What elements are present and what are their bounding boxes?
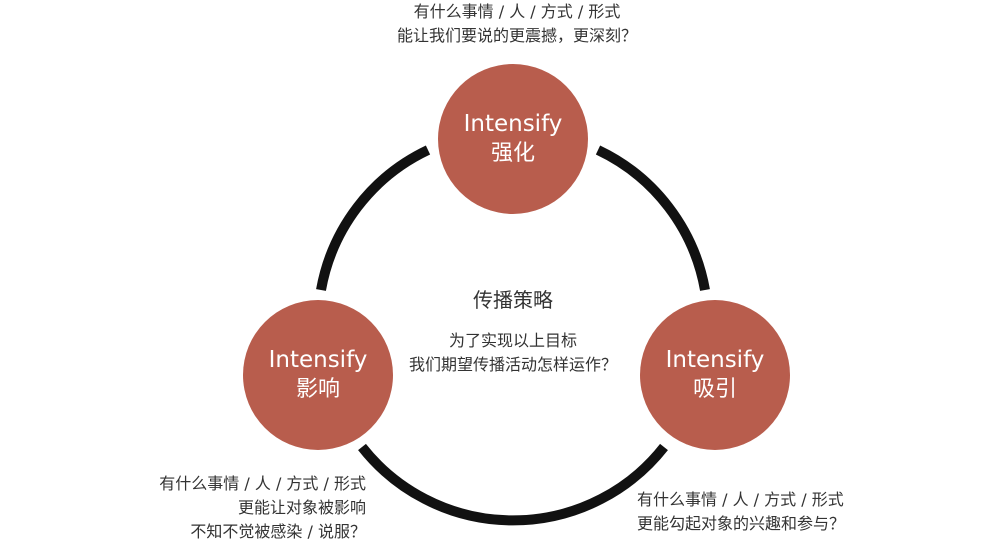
caption-top: 有什么事情 / 人 / 方式 / 形式 能让我们要说的更震撼，更深刻？ — [374, 0, 660, 48]
node-label-zh: 影响 — [295, 377, 340, 402]
node-label-zh: 吸引 — [692, 377, 737, 402]
center-description: 为了实现以上目标 我们期望传播活动怎样运作？ — [373, 329, 653, 377]
node-label-en: Intensify — [463, 111, 563, 137]
node-label-en: Intensify — [665, 347, 765, 373]
caption-line: 能让我们要说的更震撼，更深刻？ — [396, 26, 637, 45]
center-title: 传播策略 — [473, 288, 553, 312]
node-right: Intensify 吸引 — [640, 300, 790, 450]
caption-line: 有什么事情 / 人 / 方式 / 形式 — [637, 490, 844, 509]
caption-line: 有什么事情 / 人 / 方式 / 形式 — [413, 2, 621, 21]
caption-line: 更能让对象被影响 — [237, 498, 366, 517]
arc-top-right — [595, 145, 710, 291]
center-line: 为了实现以上目标 — [448, 331, 577, 350]
node-left: Intensify 影响 — [243, 300, 393, 450]
node-top: Intensify 强化 — [438, 64, 588, 214]
arc-top-left — [316, 145, 431, 291]
arc-bottom — [358, 443, 668, 526]
caption-right: 有什么事情 / 人 / 方式 / 形式 更能勾起对象的兴趣和参与？ — [637, 488, 845, 536]
node-label-en: Intensify — [268, 347, 368, 373]
node-label-zh: 强化 — [490, 141, 535, 166]
caption-left: 有什么事情 / 人 / 方式 / 形式 更能让对象被影响 不知不觉被感染 / 说… — [110, 472, 366, 544]
caption-line: 有什么事情 / 人 / 方式 / 形式 — [159, 474, 366, 493]
center-line: 我们期望传播活动怎样运作？ — [408, 355, 617, 374]
caption-line: 更能勾起对象的兴趣和参与？ — [637, 514, 846, 533]
caption-line: 不知不觉被感染 / 说服？ — [190, 522, 366, 541]
